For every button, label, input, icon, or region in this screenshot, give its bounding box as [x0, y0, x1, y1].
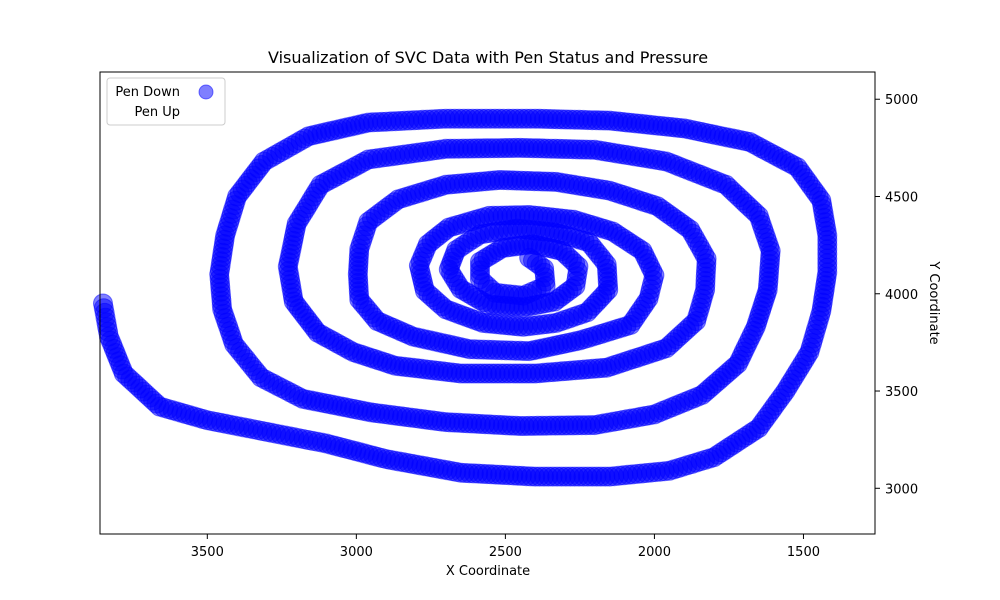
legend-marker-pen-down: [198, 84, 214, 100]
legend: Pen Down Pen Up: [106, 77, 226, 126]
x-axis-label: X Coordinate: [446, 564, 530, 579]
legend-label-pen-up: Pen Up: [134, 105, 180, 120]
x-tick-label: 2000: [638, 545, 671, 560]
axes-frame: [99, 71, 876, 535]
y-tick-label: 3500: [885, 385, 918, 400]
legend-label-pen-down: Pen Down: [115, 85, 180, 100]
plot-area: [92, 108, 838, 487]
x-tick-label: 1500: [787, 545, 820, 560]
y-tick-label: 4000: [885, 288, 918, 303]
legend-frame: [106, 77, 226, 126]
y-axis-ticks: 3000 3500 4000 4500 5000: [875, 93, 918, 497]
pen-down-point: [92, 293, 113, 314]
x-tick-label: 3000: [340, 545, 373, 560]
y-tick-label: 3000: [885, 482, 918, 497]
y-axis-label: Y Coordinate: [926, 260, 941, 344]
x-tick-label: 2500: [489, 545, 522, 560]
y-tick-label: 4500: [885, 190, 918, 205]
x-tick-label: 3500: [191, 545, 224, 560]
x-axis-ticks: 3500 3000 2500 2000 1500: [191, 534, 820, 560]
y-tick-label: 5000: [885, 93, 918, 108]
chart-title: Visualization of SVC Data with Pen Statu…: [268, 48, 708, 67]
